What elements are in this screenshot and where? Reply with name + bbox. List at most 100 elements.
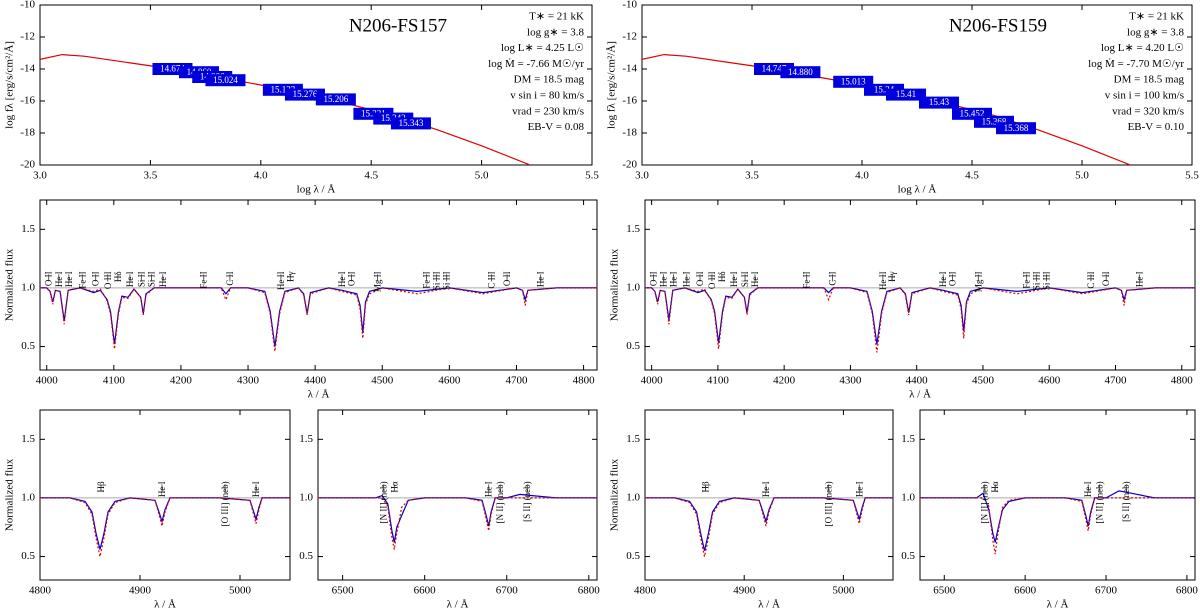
parameter: vrad = 320 km/s: [1112, 105, 1184, 117]
parameter: T∗ = 21 kK: [529, 11, 584, 23]
x-tick-label: 5.5: [585, 170, 599, 182]
y-tick-label: -14: [20, 63, 35, 75]
x-axis-label: λ / Å: [447, 599, 469, 611]
parameter: log Ṁ = -7.70 M☉/yr: [1088, 58, 1184, 70]
line-id: Mg II: [373, 271, 383, 292]
plot-frame: [39, 4, 593, 166]
y-tick-label: -16: [20, 95, 35, 107]
plot-frame: [641, 4, 1193, 166]
x-axis-label: λ / Å: [758, 599, 780, 611]
spectrum-line: [40, 287, 597, 352]
line-id: [S II] (neb): [1121, 481, 1131, 521]
photometry-box: [833, 75, 874, 88]
y-tick-label: 1.5: [299, 433, 313, 445]
x-tick-label: 4.0: [855, 170, 869, 182]
plot-frame: [39, 409, 291, 581]
photometry-label: 14.747: [762, 64, 787, 74]
parameter: log L∗ = 4.20 L☉: [1101, 42, 1184, 54]
y-tick-label: -16: [622, 95, 637, 107]
line-id: [N II] (neb): [1095, 481, 1105, 523]
x-tick-label: 4.5: [965, 170, 979, 182]
x-tick-label: 6500: [933, 585, 956, 597]
photometry-box: [886, 88, 926, 101]
y-tick-label: 1.0: [299, 491, 313, 503]
y-tick-label: -10: [622, 0, 637, 11]
x-tick-label: 4800: [29, 585, 52, 597]
y-tick-label: 1.0: [21, 491, 35, 503]
x-tick-label: 6600: [414, 585, 437, 597]
x-tick-label: 6500: [332, 585, 355, 597]
line-id: [S II] (neb): [522, 481, 532, 521]
x-tick-label: 6800: [578, 585, 601, 597]
x-tick-label: 6800: [1176, 585, 1199, 597]
x-tick-label: 3.0: [635, 170, 649, 182]
x-tick-label: 4500: [371, 375, 394, 387]
line-id: Mg II: [973, 271, 983, 292]
x-tick-label: 4700: [505, 375, 528, 387]
y-tick-label: 0.5: [299, 550, 313, 562]
parameter: DM = 18.5 mag: [1114, 74, 1185, 86]
photometry-label: 15.013: [841, 76, 866, 86]
x-tick-label: 3.5: [144, 170, 158, 182]
y-tick-label: -12: [20, 31, 35, 43]
parameter: DM = 18.5 mag: [514, 74, 585, 86]
x-tick-label: 4400: [906, 375, 929, 387]
star-name: N206-FS159: [949, 15, 1047, 36]
y-axis-label: Normalized flux: [609, 458, 621, 531]
x-axis-label: λ / Å: [308, 389, 330, 401]
x-tick-label: 4400: [304, 375, 327, 387]
y-tick-label: 0.5: [626, 340, 640, 352]
x-tick-label: 4.0: [254, 170, 268, 182]
photometry-label: 15.133: [271, 84, 296, 94]
x-tick-label: 4300: [237, 375, 260, 387]
spectrum-line: [642, 53, 1131, 165]
x-tick-label: 4800: [573, 375, 596, 387]
photometry-label: 15.276: [293, 89, 318, 99]
y-tick-label: -18: [20, 127, 35, 139]
photometry-label: 15.368: [982, 116, 1007, 126]
line-id: [O III] (neb): [824, 481, 834, 526]
plot-frame: [919, 409, 1196, 581]
x-tick-label: 4600: [438, 375, 461, 387]
spectrum-line: [40, 497, 290, 550]
y-tick-label: -14: [622, 63, 637, 75]
photometry-box: [919, 96, 959, 109]
y-tick-label: 1.0: [626, 281, 640, 293]
photometry-label: 15.368: [1004, 123, 1029, 133]
x-tick-label: 6600: [1014, 585, 1037, 597]
star-name: N206-FS157: [349, 15, 447, 36]
x-tick-label: 4600: [1038, 375, 1061, 387]
x-axis-label: log λ / Å: [297, 184, 336, 196]
line-id: [N II] (neb): [495, 481, 505, 523]
y-tick-label: -12: [622, 31, 637, 43]
x-tick-label: 4900: [129, 585, 152, 597]
y-tick-label: -20: [622, 159, 637, 171]
spectrum-line: [920, 490, 1195, 543]
y-tick-label: 1.5: [21, 223, 35, 235]
y-tick-label: 0.5: [21, 550, 35, 562]
y-tick-label: 0.5: [901, 550, 915, 562]
y-axis-label: Normalized flux: [609, 248, 621, 321]
parameter: v sin i = 100 km/s: [1105, 90, 1184, 102]
x-tick-label: 4000: [641, 375, 664, 387]
spectrum-line: [40, 53, 531, 165]
y-tick-label: 1.0: [626, 491, 640, 503]
x-tick-label: 4300: [839, 375, 862, 387]
x-tick-label: 5.5: [1185, 170, 1199, 182]
photometry-label: 15.34: [874, 84, 895, 94]
parameter: log Ṁ = -7.66 M☉/yr: [488, 58, 584, 70]
photometry-label: 15.41: [896, 89, 916, 99]
x-tick-label: 3.5: [745, 170, 759, 182]
parameter: log L∗ = 4.25 L☉: [501, 42, 584, 54]
x-axis-label: λ / Å: [1047, 599, 1069, 611]
x-tick-label: 4200: [773, 375, 796, 387]
spectrum-line: [40, 287, 597, 347]
photometry-box: [284, 88, 325, 101]
parameter: v sin i = 80 km/s: [510, 90, 584, 102]
x-tick-label: 6700: [496, 585, 519, 597]
x-tick-label: 5000: [229, 585, 252, 597]
spectrum-line: [645, 287, 1195, 345]
x-tick-label: 4100: [103, 375, 126, 387]
y-tick-label: 1.5: [901, 433, 915, 445]
